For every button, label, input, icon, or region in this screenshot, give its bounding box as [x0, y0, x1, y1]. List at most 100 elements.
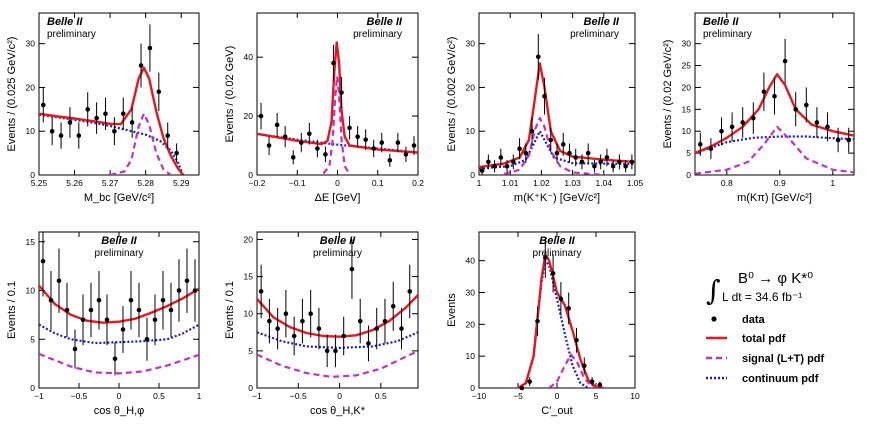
data-point [492, 163, 497, 169]
data-point [283, 311, 289, 317]
data-point [407, 289, 413, 294]
plot-frame [694, 12, 855, 176]
data-point [144, 336, 150, 342]
data-point [258, 113, 264, 119]
curves [257, 41, 418, 175]
data-point [390, 303, 396, 309]
x-tick-label: 1.05 [627, 178, 644, 188]
y-tick-label: 10 [682, 126, 692, 136]
data-point [56, 278, 62, 284]
total-pdf-curve [39, 284, 199, 324]
data-point [67, 120, 73, 125]
data-point [382, 318, 388, 324]
x-tick-label: 0.1 [372, 178, 384, 188]
data-point [147, 45, 153, 51]
y-axis-title: Events [446, 293, 458, 327]
y-tick-label: 40 [466, 256, 476, 266]
data-point [554, 150, 560, 156]
x-tick-label: −10 [472, 391, 487, 401]
data-point [129, 120, 135, 125]
x-tick-label: 0 [337, 391, 342, 401]
total-pdf-curve [517, 253, 604, 388]
data-point [598, 159, 603, 165]
total-pdf-curve [257, 41, 418, 154]
data-point [341, 333, 346, 339]
y-tick-label: 10 [466, 351, 476, 361]
preliminary-label: preliminary [313, 248, 362, 259]
data-point [793, 107, 798, 112]
y-tick-label: 30 [466, 287, 476, 297]
panel-mkk: 1 1.01 1.02 1.03 1.04 1.05 0 10 20 30 m(K⁺K⁻) [GeV… [446, 12, 644, 204]
data-point [548, 137, 554, 143]
x-axis-title: cos θ_H,K* [310, 405, 366, 417]
total-pdf-curve [39, 66, 184, 175]
data-point [58, 133, 64, 138]
data-point [156, 89, 162, 95]
y-tick-label: 30 [466, 39, 476, 49]
data-point [535, 318, 540, 324]
data-point [486, 159, 491, 165]
data-point [411, 143, 417, 148]
data-point [366, 341, 371, 346]
preliminary-label: preliminary [703, 29, 752, 40]
y-tick-label: 0 [248, 170, 253, 180]
data-point [136, 307, 142, 313]
x-tick-label: 1.03 [564, 178, 581, 188]
legend-total-label: total pdf [742, 333, 786, 345]
y-tick-label: 15 [26, 237, 36, 247]
data-point [176, 288, 182, 293]
data-point [629, 159, 635, 165]
data-point [623, 163, 628, 169]
data-point [387, 157, 393, 163]
y-tick-label: 25 [682, 61, 692, 71]
y-tick-label: 10 [466, 126, 476, 136]
data-point [604, 155, 610, 160]
data-point [49, 128, 55, 134]
x-tick-label: 5.28 [137, 178, 154, 188]
y-tick-label: 0 [470, 170, 475, 180]
data-point [258, 289, 264, 294]
data-point [740, 120, 745, 125]
legend-data-marker [711, 316, 717, 322]
x-axis-title: ΔE [GeV] [315, 192, 361, 204]
y-tick-label: 20 [682, 82, 692, 92]
y-tick-label: 0 [686, 170, 691, 180]
data-point [582, 363, 587, 369]
legend-continuum-label: continuum pdf [742, 373, 819, 385]
data-point [585, 150, 591, 156]
total-pdf-curve [257, 294, 418, 338]
data-point [566, 306, 571, 311]
data-point [120, 327, 126, 332]
legend-data-label: data [742, 314, 766, 326]
legend-decay-title: B⁰ → φ K*⁰ [738, 270, 813, 287]
signal-pdf-curve [695, 125, 854, 175]
data-point [804, 102, 809, 108]
data-point [315, 146, 320, 151]
data-point [104, 317, 110, 323]
data-point [558, 296, 564, 302]
data-point [592, 163, 597, 169]
data-point [542, 93, 547, 99]
data-point [523, 150, 529, 156]
data-point [266, 143, 272, 148]
data-point [72, 346, 78, 352]
data-point [835, 137, 841, 143]
data-point [298, 140, 304, 145]
data-point [349, 266, 355, 272]
data-point [479, 168, 485, 173]
signal-pdf-curve [322, 75, 351, 175]
y-tick-label: 10 [26, 286, 36, 296]
data-point [395, 140, 401, 145]
data-point [504, 163, 510, 169]
y-tick-label: 10 [26, 126, 36, 136]
y-tick-label: 20 [244, 111, 254, 121]
data-point [379, 140, 385, 145]
plot-frame [38, 12, 200, 176]
data-point [152, 317, 158, 323]
data-point [85, 107, 91, 112]
y-axis-title: Events / (0.002 GeV/c²) [446, 37, 458, 152]
x-tick-label: 5 [594, 391, 599, 401]
data-point [825, 124, 830, 130]
belle-ii-label: Belle II [320, 235, 356, 247]
